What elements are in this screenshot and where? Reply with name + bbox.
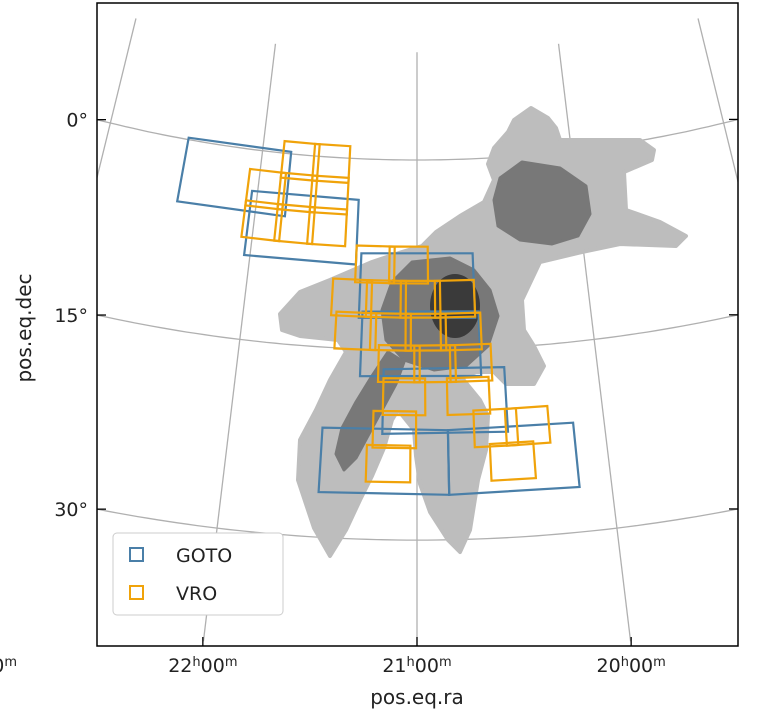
x-tick-minutes: 00 bbox=[629, 655, 653, 677]
y-tick-label: 30° bbox=[54, 499, 88, 521]
x-tick-minutes: 00 bbox=[415, 655, 439, 677]
vro-tile bbox=[371, 409, 418, 450]
y-axis-label: pos.eq.dec bbox=[12, 273, 36, 382]
x-tick-hour-unit: h bbox=[192, 655, 200, 670]
vro-tile bbox=[364, 443, 412, 484]
legend-goto-swatch bbox=[129, 547, 144, 562]
goto-tile bbox=[242, 189, 360, 266]
vro-tile bbox=[472, 407, 520, 449]
vro-tile bbox=[376, 343, 421, 384]
vro-tiles bbox=[240, 139, 552, 484]
legend-goto-label: GOTO bbox=[176, 545, 232, 567]
y-tick-label: 15° bbox=[54, 305, 88, 327]
ra-gridline bbox=[697, 18, 738, 185]
x-axis-label: pos.eq.ra bbox=[370, 685, 464, 709]
x-tick-label: 20h00m bbox=[597, 655, 666, 677]
credible-region-middle bbox=[492, 160, 592, 246]
x-tick-hours: 22 bbox=[168, 655, 192, 677]
legend: GOTO VRO bbox=[112, 532, 284, 616]
axis-ticks: 19h00m20h00m21h00m22h00m23h00m0°15°30° bbox=[0, 110, 738, 677]
x-tick-label: 21h00m bbox=[382, 655, 451, 677]
vro-tile bbox=[333, 310, 378, 352]
x-tick-minutes: 00 bbox=[0, 655, 4, 677]
goto-tile bbox=[317, 426, 451, 496]
goto-tiles bbox=[175, 136, 581, 496]
x-tick-hours: 21 bbox=[382, 655, 406, 677]
credible-region-inner bbox=[430, 274, 480, 338]
x-tick-minute-unit: m bbox=[439, 655, 452, 670]
x-tick-minute-unit: m bbox=[653, 655, 666, 670]
legend-frame bbox=[112, 532, 284, 616]
ra-gridline bbox=[97, 18, 137, 181]
vro-tile bbox=[445, 375, 492, 417]
x-tick-label: 22h00m bbox=[168, 655, 237, 677]
vro-tile bbox=[240, 199, 285, 243]
dec-gridline bbox=[97, 508, 738, 541]
x-tick-minute-unit: m bbox=[4, 655, 17, 670]
legend-vro-swatch bbox=[129, 585, 144, 600]
x-tick-hours: 20 bbox=[597, 655, 621, 677]
legend-vro-label: VRO bbox=[176, 583, 217, 605]
vro-tile bbox=[381, 377, 427, 417]
y-tick-label: 0° bbox=[66, 110, 88, 132]
x-tick-minutes: 00 bbox=[201, 655, 225, 677]
x-tick-minute-unit: m bbox=[225, 655, 238, 670]
x-tick-hour-unit: h bbox=[621, 655, 629, 670]
vro-tile bbox=[488, 440, 538, 482]
x-tick-hour-unit: h bbox=[407, 655, 415, 670]
goto-tile bbox=[381, 365, 510, 436]
vro-tile bbox=[329, 277, 374, 319]
x-tick-label: 23h00m bbox=[0, 655, 17, 677]
vro-tile bbox=[353, 244, 396, 285]
